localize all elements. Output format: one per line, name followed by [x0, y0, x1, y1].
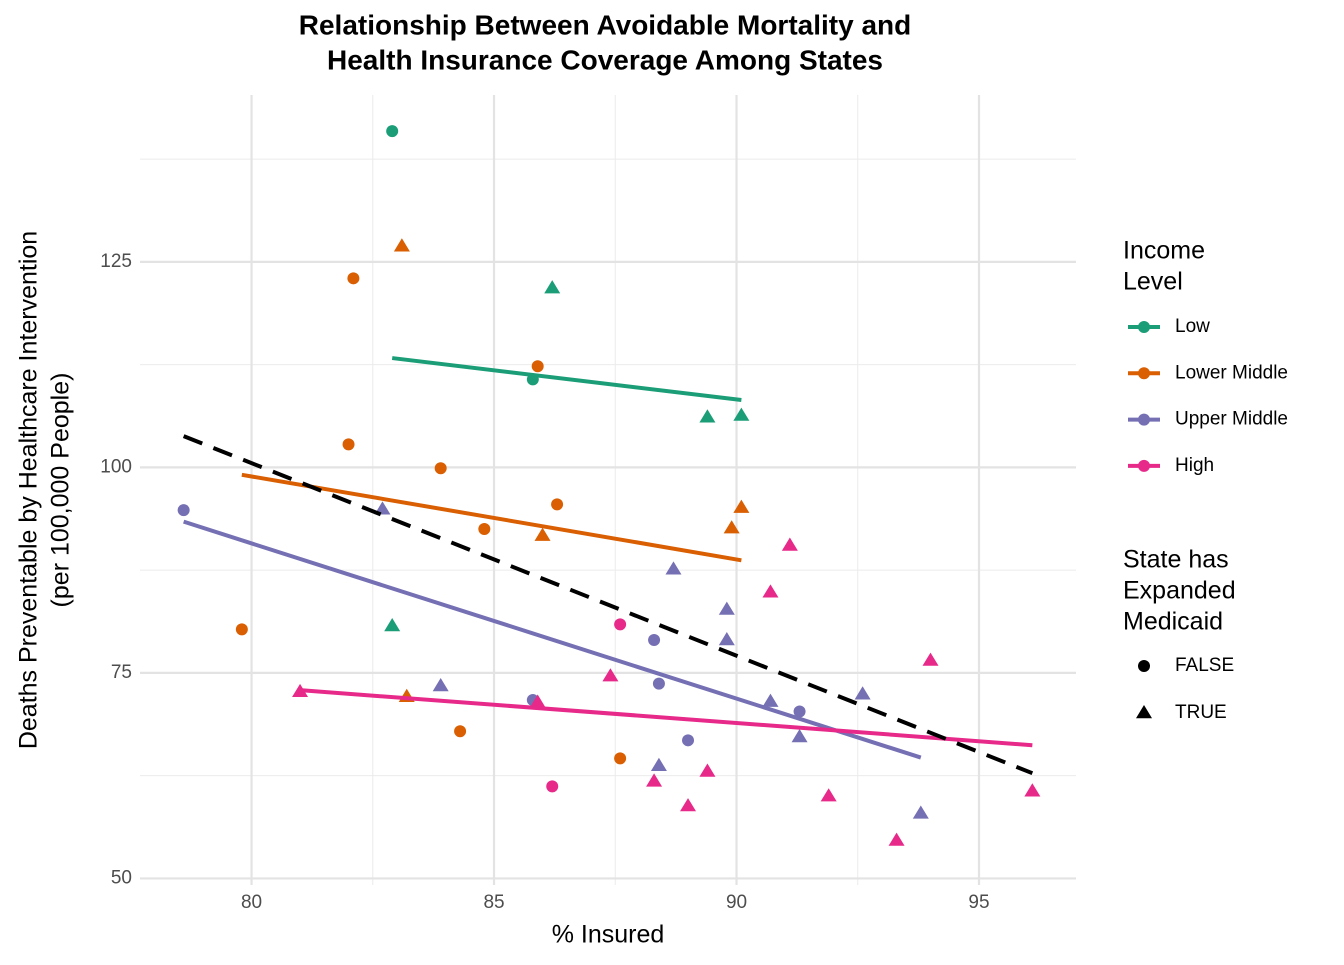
y-tick-label: 125 — [100, 251, 132, 272]
y-tick-label: 50 — [111, 867, 132, 888]
point — [614, 752, 627, 765]
point — [733, 499, 750, 513]
legend-title: State has — [1123, 546, 1229, 574]
point — [544, 280, 561, 294]
point — [733, 407, 750, 421]
point — [177, 504, 190, 517]
x-tick-label: 85 — [483, 892, 504, 913]
fit-line — [299, 688, 1033, 748]
point — [614, 618, 627, 631]
legend-label: FALSE — [1175, 655, 1234, 676]
point — [347, 272, 360, 285]
fit-lines — [182, 356, 1034, 776]
legend-label: Lower Middle — [1175, 362, 1288, 383]
point — [762, 584, 779, 598]
point — [912, 805, 929, 819]
point — [791, 729, 808, 743]
legend-title: Expanded — [1123, 577, 1236, 605]
point — [888, 832, 905, 846]
x-axis-title: % Insured — [552, 921, 665, 949]
y-axis-title: Deaths Preventable by Healthcare Interve… — [15, 231, 43, 749]
fit-line — [183, 519, 922, 760]
point — [650, 757, 667, 772]
point — [723, 520, 740, 534]
chart-title: Relationship Between Avoidable Mortality… — [299, 9, 911, 40]
point — [551, 498, 564, 511]
point — [652, 677, 665, 690]
point — [478, 523, 491, 536]
point — [699, 409, 716, 423]
point — [922, 652, 939, 666]
point — [386, 125, 399, 138]
y-tick-label: 100 — [100, 456, 132, 477]
legend-swatch — [1138, 413, 1150, 426]
point — [762, 693, 779, 707]
point — [699, 763, 716, 777]
point — [384, 618, 401, 632]
point — [680, 798, 697, 812]
x-tick-label: 90 — [726, 892, 747, 913]
point — [454, 725, 467, 738]
point — [529, 694, 546, 708]
point — [820, 788, 837, 802]
x-tick-label: 80 — [241, 892, 262, 913]
point — [432, 678, 449, 692]
point — [718, 632, 735, 646]
legend-shape — [1136, 705, 1152, 719]
grid — [140, 95, 1076, 885]
point — [718, 601, 735, 615]
legend-label: Upper Middle — [1175, 409, 1288, 430]
point — [546, 780, 559, 793]
legend-shape — [1138, 660, 1150, 672]
y-tick-label: 75 — [111, 662, 132, 683]
point — [235, 623, 248, 636]
legend-title: Medicaid — [1123, 608, 1223, 636]
point — [682, 734, 695, 747]
legend-label: Low — [1175, 316, 1210, 337]
point — [1024, 783, 1041, 797]
point — [793, 705, 806, 718]
point — [854, 686, 871, 700]
point — [531, 360, 544, 373]
legend-swatch — [1138, 321, 1150, 333]
point — [374, 501, 391, 515]
legend-swatch — [1138, 367, 1150, 380]
fit-line — [391, 356, 742, 402]
point — [434, 462, 447, 475]
point — [342, 438, 355, 451]
fit-line — [241, 472, 742, 563]
point — [602, 668, 619, 682]
overall-fit-line — [182, 434, 1034, 776]
legend-swatch — [1138, 459, 1150, 472]
point — [534, 527, 551, 541]
legend-title: Level — [1123, 268, 1183, 296]
point — [393, 238, 410, 252]
chart-title: Health Insurance Coverage Among States — [327, 44, 883, 75]
point — [648, 634, 661, 647]
point — [665, 561, 682, 575]
legend-title: Income — [1123, 237, 1205, 265]
y-axis-title: (per 100,000 People) — [47, 373, 75, 608]
x-tick-label: 95 — [968, 892, 989, 913]
legend-label: TRUE — [1175, 702, 1227, 723]
legend-label: High — [1175, 455, 1214, 476]
point — [646, 773, 663, 787]
point — [781, 537, 798, 551]
